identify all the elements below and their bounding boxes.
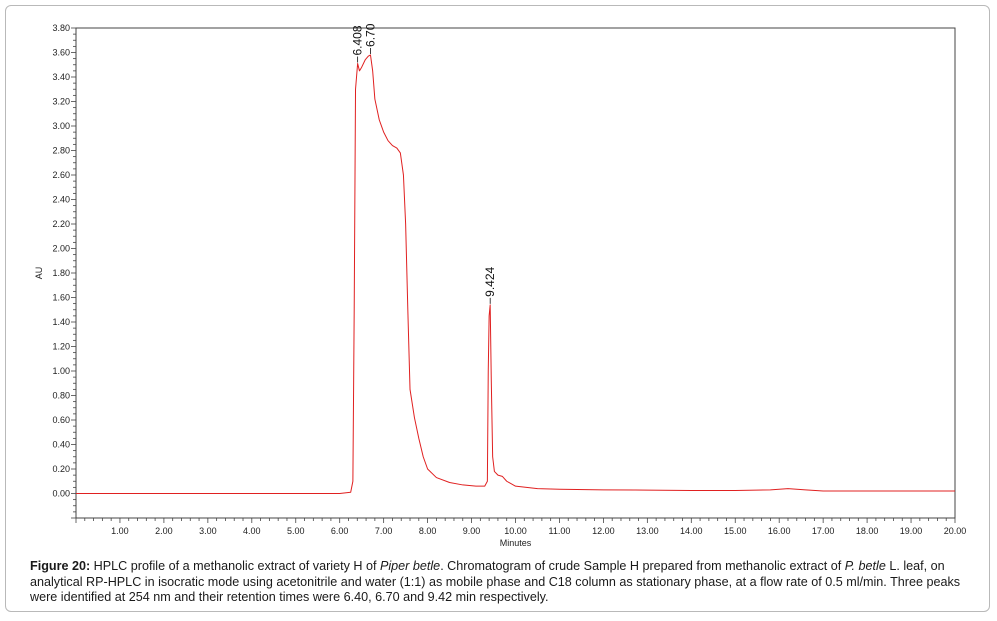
y-tick-label: 0.80 [52, 391, 70, 401]
y-tick-label: 3.60 [52, 48, 70, 58]
x-tick-label: 20.00 [944, 526, 967, 536]
y-tick-label: 0.60 [52, 415, 70, 425]
y-axis-title: AU [34, 267, 44, 280]
caption-part2: . Chromatogram of crude Sample H prepare… [440, 559, 845, 573]
y-tick-label: 1.00 [52, 366, 70, 376]
x-tick-label: 13.00 [636, 526, 659, 536]
x-tick-label: 16.00 [768, 526, 791, 536]
x-tick-label: 5.00 [287, 526, 305, 536]
x-tick-label: 15.00 [724, 526, 747, 536]
y-tick-label: 3.80 [52, 23, 70, 33]
y-tick-label: 3.40 [52, 72, 70, 82]
x-tick-label: 10.00 [504, 526, 527, 536]
figure-caption: Figure 20: HPLC profile of a methanolic … [30, 559, 980, 606]
x-tick-label: 19.00 [900, 526, 923, 536]
chart-ticks [71, 27, 956, 523]
x-tick-label: 17.00 [812, 526, 835, 536]
x-tick-label: 11.00 [549, 526, 571, 536]
y-tick-label: 0.20 [52, 464, 70, 474]
x-tick-label: 8.00 [419, 526, 437, 536]
y-tick-label: 2.20 [52, 219, 70, 229]
x-tick-label: 9.00 [463, 526, 481, 536]
y-tick-label: 1.60 [52, 293, 70, 303]
chart-tick-labels: 1.00 2.00 3.00 4.00 5.00 6.00 7.00 8.00 9.00 10.0… [34, 23, 966, 548]
caption-italic1: Piper betle [379, 559, 441, 573]
figure-frame: 1.00 2.00 3.00 4.00 5.00 6.00 7.00 8.00 9.00 10.0… [5, 5, 990, 612]
y-tick-label: 3.20 [52, 97, 70, 107]
caption-part1: HPLC profile of a methanolic extract of … [90, 559, 380, 573]
peak-label: 6.408 [351, 25, 365, 55]
peak-label: 9.424 [483, 266, 497, 296]
x-tick-label: 6.00 [331, 526, 349, 536]
y-tick-label: 3.00 [52, 121, 70, 131]
plot-area-border [75, 27, 956, 519]
y-tick-label: 0.40 [52, 440, 70, 450]
caption-label: Figure 20: [30, 559, 91, 573]
chart-series [76, 54, 955, 494]
x-tick-label: 12.00 [592, 526, 615, 536]
y-tick-label: 2.00 [52, 244, 70, 254]
hplc-chromatogram: 1.00 2.00 3.00 4.00 5.00 6.00 7.00 8.00 9.00 10.0… [34, 23, 966, 548]
x-tick-label: 1.00 [111, 526, 129, 536]
x-tick-label: 7.00 [375, 526, 393, 536]
y-tick-label: 1.20 [52, 342, 70, 352]
caption-part3: L. leaf, on analytical RP-HPLC in isocra… [30, 559, 961, 605]
x-tick-label: 3.00 [199, 526, 217, 536]
x-tick-label: 4.00 [243, 526, 261, 536]
y-tick-label: 0.00 [52, 489, 70, 499]
y-tick-label: 2.60 [52, 170, 70, 180]
x-tick-label: 2.00 [155, 526, 173, 536]
peak-label: 6.70 [363, 23, 377, 47]
y-tick-label: 2.80 [52, 146, 70, 156]
caption-italic2: P. betle [844, 559, 886, 573]
x-axis-title: Minutes [500, 538, 532, 548]
y-tick-label: 2.40 [52, 195, 70, 205]
x-tick-label: 18.00 [856, 526, 879, 536]
chromatogram-trace [76, 54, 955, 494]
x-tick-label: 14.00 [680, 526, 703, 536]
y-tick-label: 1.80 [52, 268, 70, 278]
y-tick-label: 1.40 [52, 317, 70, 327]
chart-axes [75, 27, 956, 519]
